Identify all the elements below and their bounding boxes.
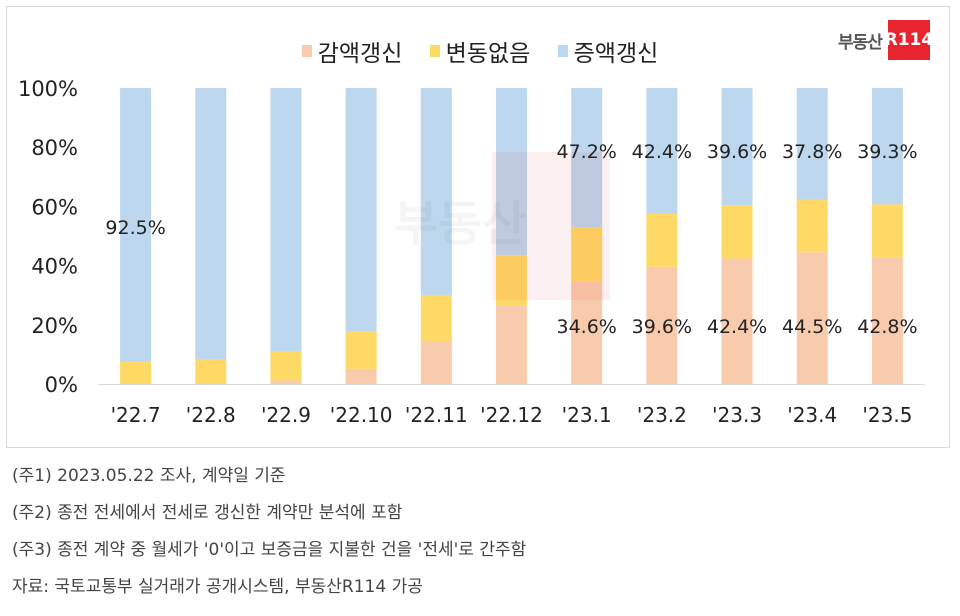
x-tick-label: '22.10 — [330, 403, 393, 427]
bar-segment — [420, 294, 452, 342]
x-tick-label: '22.7 — [111, 403, 161, 427]
x-tick-label: '22.11 — [405, 403, 468, 427]
y-tick-label: 60% — [31, 195, 78, 219]
data-label: 42.4% — [632, 141, 692, 163]
bar-segment — [796, 199, 828, 253]
legend-item-unchanged: 변동없음 — [429, 34, 531, 68]
bar-segment — [646, 266, 678, 384]
footnote-2: (주2) 종전 전세에서 전세로 갱신한 계약만 분석에 포함 — [12, 503, 403, 523]
bar-segment — [796, 88, 828, 200]
legend-swatch — [301, 45, 312, 57]
data-label: 42.8% — [857, 316, 917, 338]
y-tick-label: 20% — [31, 314, 78, 338]
bar-segment — [120, 361, 152, 384]
legend-label: 증액갱신 — [573, 41, 659, 67]
stacked-bar-chart: 0% 20% 40% 60% 80% 100% '22.7 '22.8 '22.9 '22.10 '… — [18, 77, 925, 427]
y-tick-label: 0% — [45, 373, 78, 397]
watermark-box — [492, 152, 610, 300]
y-tick-label: 40% — [31, 255, 78, 279]
x-tick-label: '23.2 — [637, 403, 687, 427]
data-label: 39.6% — [632, 316, 692, 338]
bar-segment — [420, 88, 452, 295]
bar-segment — [345, 331, 377, 369]
bar-segment — [496, 305, 527, 384]
bar-segment — [721, 205, 753, 259]
data-label: 47.2% — [557, 141, 617, 163]
bar-segment — [721, 88, 753, 206]
data-label: 39.3% — [857, 141, 917, 163]
source-note: 자료: 국토교통부 실거래가 공개시스템, 부동산R114 가공 — [12, 577, 423, 597]
bar-segment — [871, 88, 903, 205]
bar-segment — [871, 257, 903, 384]
x-tick-label: '23.5 — [862, 403, 912, 427]
legend-swatch — [557, 45, 568, 57]
y-tick-label: 80% — [31, 136, 78, 160]
x-tick-label: '22.9 — [261, 403, 311, 427]
data-label: 44.5% — [782, 316, 842, 338]
legend: 감액갱신 변동없음 증액갱신 — [0, 34, 960, 68]
data-label: 39.6% — [707, 141, 767, 163]
logo-text: 부동산 — [838, 32, 883, 53]
bar-segment — [270, 88, 302, 352]
legend-item-increase: 증액갱신 — [557, 34, 659, 68]
x-tick-label: '23.1 — [562, 403, 612, 427]
x-tick-label: '23.4 — [787, 403, 837, 427]
bar-segment — [345, 88, 377, 332]
bar-segment — [646, 88, 678, 214]
bar-segment — [721, 258, 753, 384]
legend-label: 감액갱신 — [317, 41, 403, 67]
bar-segment — [420, 341, 452, 384]
data-label: 34.6% — [557, 316, 617, 338]
bar-segment — [345, 368, 377, 384]
bar-segment — [571, 227, 603, 282]
bar-segment — [571, 281, 603, 384]
bar-segment — [195, 88, 227, 360]
footnote-1: (주1) 2023.05.22 조사, 계약일 기준 — [12, 466, 286, 486]
footnote-3: (주3) 종전 계약 중 월세가 '0'이고 보증금을 지불한 건을 '전세'로… — [12, 540, 527, 560]
bar-segment — [195, 359, 227, 384]
x-tick-label: '22.12 — [480, 403, 543, 427]
bar-segment — [496, 88, 527, 256]
bar-segment — [270, 380, 302, 384]
watermark: 부동산 — [394, 196, 526, 252]
bar-segment — [496, 255, 527, 306]
bar-segment — [120, 88, 152, 362]
data-label: 42.4% — [707, 316, 767, 338]
data-label: 37.8% — [782, 141, 842, 163]
logo-box: R114 — [885, 20, 933, 60]
y-tick-label: 100% — [18, 77, 78, 101]
x-tick-label: '23.3 — [712, 403, 762, 427]
data-label: 92.5% — [105, 217, 165, 239]
bar-segment — [571, 88, 603, 228]
legend-item-decrease: 감액갱신 — [301, 34, 403, 68]
legend-swatch — [429, 45, 440, 57]
legend-label: 변동없음 — [445, 41, 531, 67]
bar-segment — [646, 213, 678, 267]
logo: 부동산 R114 — [838, 20, 933, 60]
x-tick-label: '22.8 — [186, 403, 236, 427]
chart-frame — [6, 6, 950, 448]
bar-segment — [270, 351, 302, 381]
bar-segment — [871, 204, 903, 258]
bar-segment — [796, 252, 828, 384]
footnotes: (주1) 2023.05.22 조사, 계약일 기준 (주2) 종전 전세에서 … — [12, 458, 526, 606]
